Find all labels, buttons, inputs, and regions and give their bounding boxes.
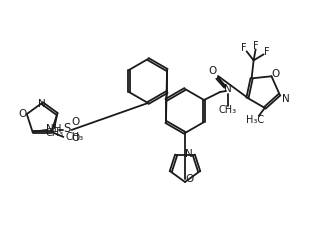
Text: F: F	[253, 41, 259, 51]
Text: N: N	[224, 84, 232, 94]
Text: H₃C: H₃C	[246, 115, 264, 125]
Text: CH₃: CH₃	[65, 132, 83, 142]
Text: F: F	[264, 47, 269, 57]
Text: N: N	[282, 93, 289, 103]
Text: O: O	[271, 69, 280, 79]
Text: O: O	[208, 66, 216, 76]
Text: CH₃: CH₃	[45, 128, 63, 138]
Text: O: O	[72, 117, 80, 127]
Text: NH: NH	[46, 124, 61, 134]
Text: O: O	[19, 109, 27, 119]
Text: N: N	[38, 99, 46, 109]
Text: O: O	[72, 133, 80, 143]
Text: CH₃: CH₃	[219, 105, 237, 115]
Text: F: F	[241, 43, 246, 53]
Text: O: O	[185, 174, 193, 184]
Text: N: N	[185, 149, 193, 159]
Text: S: S	[63, 122, 70, 136]
